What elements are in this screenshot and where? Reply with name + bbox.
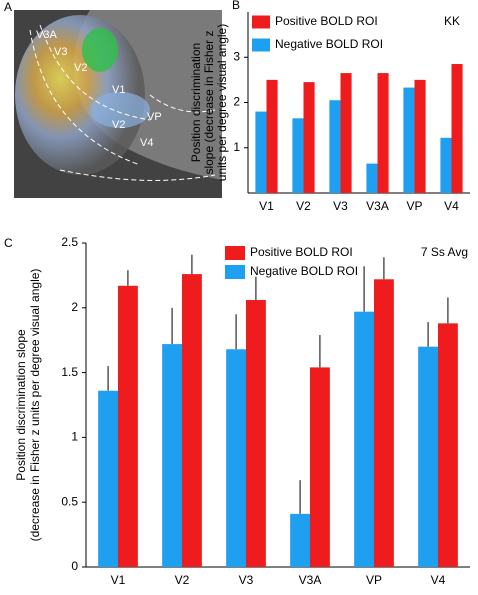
legend-label: Negative BOLD ROI <box>275 37 383 51</box>
bar <box>340 73 352 193</box>
activation <box>90 92 150 128</box>
bar <box>418 346 438 567</box>
bar <box>266 79 278 193</box>
y-axis-label: Position discrimination slope <box>14 329 28 481</box>
y-tick-label: 0 <box>71 559 78 573</box>
area-label: V3A <box>36 29 57 41</box>
x-tick-label: V3A <box>366 199 389 213</box>
bar <box>451 64 463 193</box>
y-tick-label: 1.5 <box>61 365 78 379</box>
bar <box>354 311 374 567</box>
bar <box>290 513 310 567</box>
legend-swatch <box>225 246 245 260</box>
x-tick-label: V3 <box>333 199 348 213</box>
boundary <box>29 24 216 181</box>
y-axis-label: (decrease in Fisher z units per degree v… <box>28 269 42 542</box>
y-tick-label: 3 <box>233 49 240 63</box>
area-label: V1 <box>112 84 125 96</box>
bar <box>310 367 330 567</box>
activation <box>82 28 118 72</box>
y-axis-label: units per degree visual angle) <box>215 24 229 181</box>
bar <box>438 323 458 567</box>
bar <box>255 111 267 193</box>
x-tick-label: VP <box>406 199 422 213</box>
bar <box>366 163 378 193</box>
bar <box>403 87 415 193</box>
x-tick-label: V4 <box>431 573 446 587</box>
panel-label: A <box>4 0 12 14</box>
area-label: V4 <box>140 137 153 149</box>
x-tick-label: V1 <box>111 573 126 587</box>
panel-label: C <box>4 236 13 250</box>
bar <box>118 285 138 567</box>
y-tick-label: 2 <box>71 300 78 314</box>
legend-label: Negative BOLD ROI <box>250 264 358 278</box>
y-tick-label: 2 <box>233 95 240 109</box>
y-tick-label: 2.5 <box>61 235 78 249</box>
bar <box>98 390 118 567</box>
legend-label: Positive BOLD ROI <box>275 14 378 28</box>
panel-label: B <box>232 0 240 12</box>
bar <box>329 100 341 193</box>
chart: C 7 Ss Avg Position discrimination slope (d… <box>4 235 470 587</box>
x-tick-label: V3 <box>239 573 254 587</box>
area-label: V3 <box>54 46 67 58</box>
panel-a: A V3A V3 V2 V1 V2 VP V4 <box>4 0 222 198</box>
bar <box>440 137 452 193</box>
area-label: V2 <box>112 119 125 131</box>
bar <box>374 279 394 567</box>
bar <box>414 79 426 193</box>
y-tick-label: 1 <box>233 140 240 154</box>
chart: B KK Position discrimination slope (decreas… <box>189 0 470 213</box>
bar <box>377 73 389 193</box>
bar <box>162 344 182 567</box>
x-tick-label: V1 <box>259 199 274 213</box>
y-tick-label: 1 <box>71 430 78 444</box>
y-axis-label: Position discrimination <box>189 43 203 162</box>
x-tick-label: V3A <box>299 573 322 587</box>
annotation: KK <box>444 14 460 28</box>
bar <box>292 118 304 193</box>
x-tick-label: V4 <box>444 199 459 213</box>
legend-swatch <box>225 265 245 279</box>
legend-swatch <box>252 38 270 52</box>
y-tick-label: 0.5 <box>61 494 78 508</box>
legend-swatch <box>252 15 270 29</box>
area-label: VP <box>147 111 162 123</box>
x-tick-label: V2 <box>175 573 190 587</box>
legend-label: Positive BOLD ROI <box>250 245 353 259</box>
y-axis-label: slope (decrease in Fisher z <box>202 30 216 174</box>
area-label: V2 <box>74 62 87 74</box>
annotation: 7 Ss Avg <box>421 245 468 259</box>
bar <box>246 300 266 567</box>
bar <box>182 274 202 567</box>
x-tick-label: V2 <box>296 199 311 213</box>
bar <box>226 349 246 567</box>
x-tick-label: VP <box>366 573 382 587</box>
bar <box>303 82 315 193</box>
